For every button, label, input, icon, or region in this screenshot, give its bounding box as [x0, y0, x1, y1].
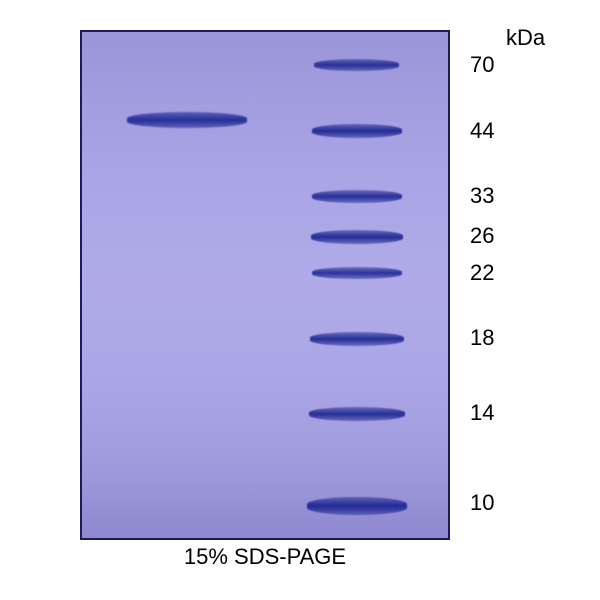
mw-label: 22	[470, 260, 494, 286]
gel-image	[80, 30, 450, 540]
ladder-band	[312, 190, 402, 203]
ladder-band	[314, 59, 399, 71]
sample-lane	[122, 32, 252, 538]
ladder-band	[307, 497, 407, 515]
ladder-lane	[302, 32, 412, 538]
ladder-band	[309, 407, 405, 421]
mw-labels: kDa 7044332622181410	[458, 30, 588, 540]
sample-band	[127, 112, 247, 128]
mw-label: 44	[470, 118, 494, 144]
mw-label: 18	[470, 325, 494, 351]
ladder-band	[310, 332, 404, 346]
unit-label: kDa	[506, 25, 545, 51]
ladder-band	[311, 230, 403, 244]
mw-label: 14	[470, 400, 494, 426]
mw-label: 33	[470, 183, 494, 209]
ladder-band	[312, 267, 402, 279]
ladder-band	[312, 124, 402, 138]
gel-caption: 15% SDS-PAGE	[0, 544, 530, 570]
mw-label: 10	[470, 490, 494, 516]
mw-label: 70	[470, 52, 494, 78]
gel-background	[82, 32, 448, 538]
mw-label: 26	[470, 223, 494, 249]
